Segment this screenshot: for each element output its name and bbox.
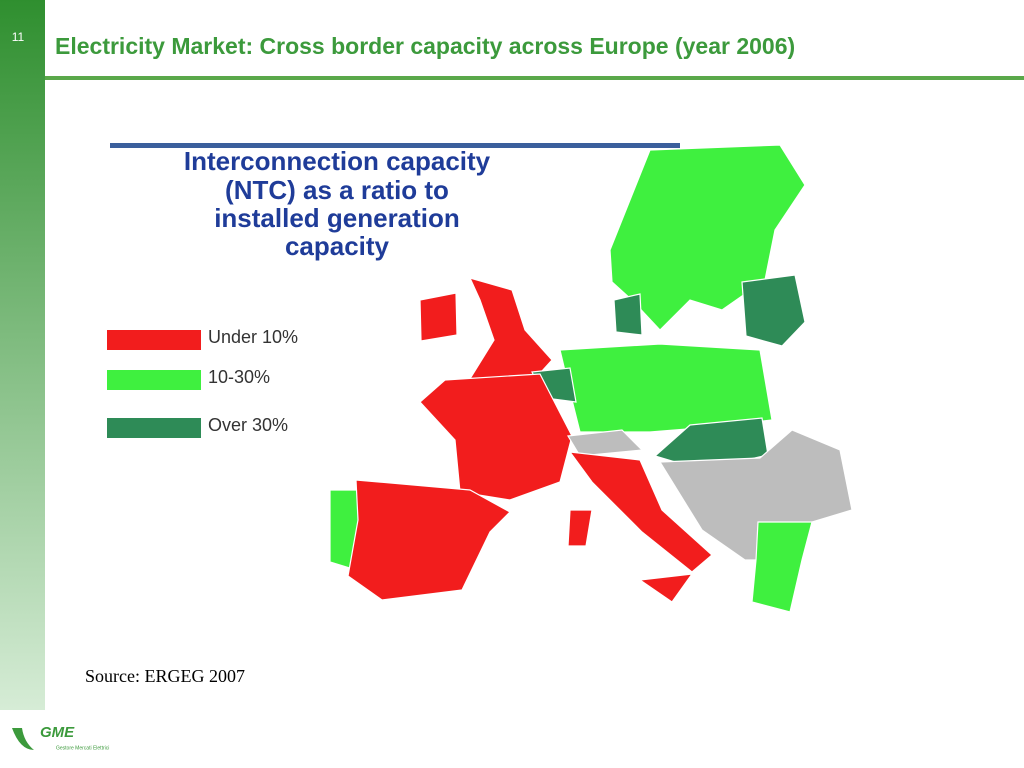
slide-title: Electricity Market: Cross border capacit… [55,33,795,59]
map-header-strip [110,143,680,148]
logo-subtitle: Gestore Mercati Elettrici [56,745,109,751]
central-europe [559,343,773,433]
italy [568,451,713,573]
slide-number: 11 [12,30,25,44]
heading-line: installed generation [214,203,460,233]
legend-label: Over 30% [208,415,288,435]
france [419,373,573,501]
heading-line: (NTC) as a ratio to [225,175,449,205]
spain [347,479,511,601]
legend-swatch [107,330,201,350]
heading-line: Interconnection capacity [184,146,491,176]
baltics [741,274,806,347]
denmark [613,293,643,336]
sicily [638,573,694,603]
alpine-region [567,429,644,457]
title-rule [45,76,1024,80]
great-britain [466,277,553,383]
europe-map [110,143,853,613]
logo-mark [12,728,34,750]
source-note: Source: ERGEG 2007 [85,666,245,686]
legend-swatch [107,418,201,438]
logo-name: GME [40,724,75,741]
side-bar [0,0,45,710]
legend-label: 10-30% [208,367,270,387]
map-heading: Interconnection capacity (NTC) as a rati… [184,146,491,261]
logo: GME Gestore Mercati Elettrici [12,724,109,751]
heading-line: capacity [285,231,390,261]
sardinia [567,509,593,547]
greece [751,521,813,613]
ireland [419,292,458,342]
legend: Under 10% 10-30% Over 30% [107,327,298,438]
legend-label: Under 10% [208,327,298,347]
legend-swatch [107,370,201,390]
